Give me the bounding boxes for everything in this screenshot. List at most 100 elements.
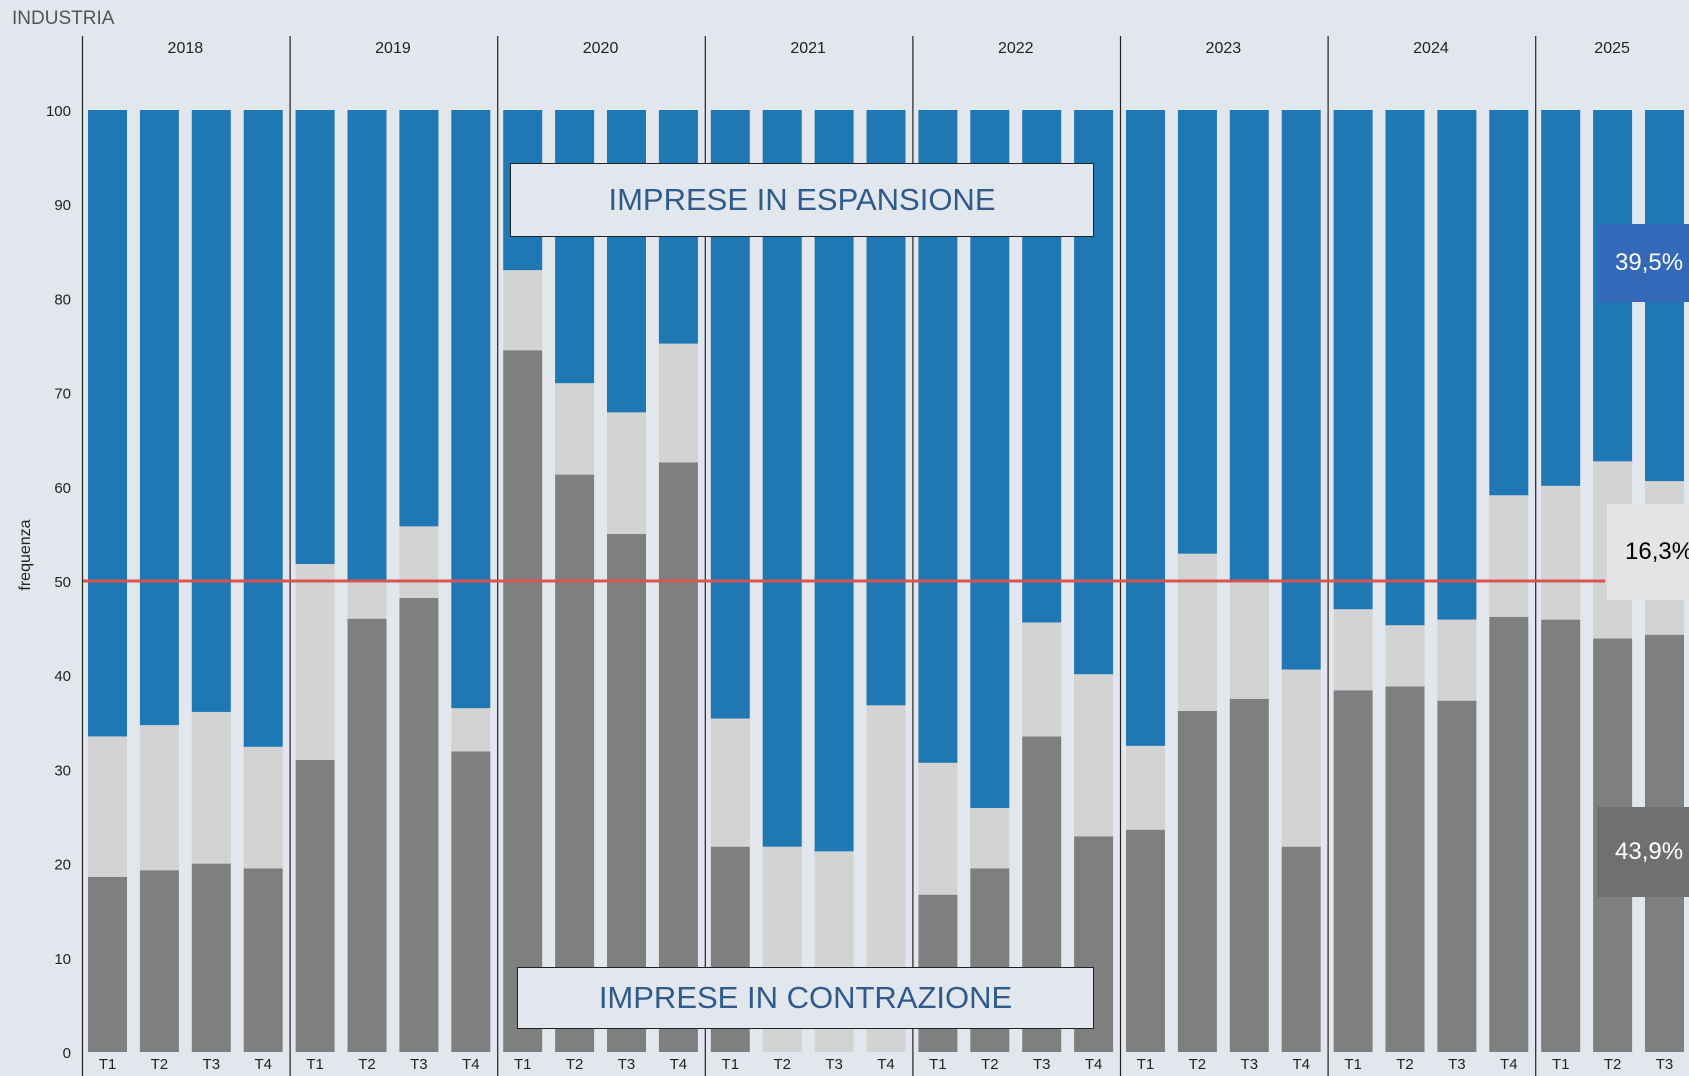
bar-segment-down <box>1437 700 1477 1052</box>
bar-segment-down <box>1489 616 1529 1052</box>
year-title: 2021 <box>790 40 826 57</box>
year-title: 2018 <box>168 40 204 57</box>
bar-segment-up <box>1489 110 1529 496</box>
bar-segment-down <box>1229 698 1269 1052</box>
bar-segment-up <box>191 110 231 712</box>
bar-segment-down <box>88 876 127 1052</box>
quarter-tick-label: T1 <box>1137 1056 1155 1073</box>
last-value-same-label: 16,3% <box>1607 504 1689 600</box>
quarter-tick-label: T3 <box>203 1056 221 1073</box>
contraction-label-box: IMPRESE IN CONTRAZIONE <box>517 967 1094 1029</box>
bar-segment-same <box>347 580 387 619</box>
bar-segment-same <box>295 564 335 760</box>
bar-segment-up <box>1126 110 1165 746</box>
bar-segment-down <box>555 474 595 1053</box>
bar-segment-up <box>399 110 439 527</box>
bar-segment-down <box>295 759 335 1052</box>
bar-segment-up <box>1333 110 1373 610</box>
bar-segment-down <box>1541 619 1581 1052</box>
last-value-down-label: 43,9% <box>1597 807 1689 897</box>
quarter-tick-label: T2 <box>566 1056 584 1073</box>
y-tick-label: 50 <box>54 574 71 591</box>
panel-title: INDUSTRIA <box>12 8 115 29</box>
bar-segment-up <box>1281 110 1321 670</box>
quarter-tick-label: T1 <box>1344 1056 1362 1073</box>
bar-segment-up <box>1541 110 1581 486</box>
quarter-tick-label: T3 <box>618 1056 636 1073</box>
bar-segment-same <box>88 736 127 877</box>
bar-segment-up <box>451 110 491 709</box>
bar-segment-same <box>658 343 698 463</box>
quarter-tick-label: T4 <box>1085 1056 1103 1073</box>
quarter-tick-label: T3 <box>825 1056 843 1073</box>
y-tick-label: 0 <box>63 1045 71 1062</box>
bar-segment-up <box>1437 110 1477 620</box>
expansion-label-box: IMPRESE IN ESPANSIONE <box>510 163 1094 237</box>
bar-segment-up <box>1385 110 1425 626</box>
quarter-tick-label: T4 <box>877 1056 895 1073</box>
bar-segment-same <box>918 762 958 895</box>
bar-segment-up <box>139 110 179 726</box>
year-title: 2022 <box>998 40 1034 57</box>
bar-segment-same <box>710 718 750 847</box>
quarter-tick-label: T2 <box>773 1056 791 1073</box>
quarter-tick-label: T2 <box>1396 1056 1414 1073</box>
last-value-up-label: 39,5% <box>1597 224 1689 302</box>
bar-segment-same <box>1074 674 1114 837</box>
year-title: 2020 <box>583 40 619 57</box>
bar-segment-same <box>1022 622 1062 737</box>
quarter-tick-label: T4 <box>1500 1056 1518 1073</box>
bar-segment-down <box>658 462 698 1053</box>
bar-segment-down <box>243 868 283 1052</box>
y-tick-label: 40 <box>54 668 71 685</box>
quarter-tick-label: T1 <box>722 1056 740 1073</box>
bar-segment-same <box>139 725 179 871</box>
bar-segment-up <box>243 110 283 747</box>
bar-segment-same <box>1177 553 1217 711</box>
quarter-tick-label: T4 <box>670 1056 688 1073</box>
bar-segment-down <box>1385 686 1425 1052</box>
bar-segment-up <box>1177 110 1217 554</box>
quarter-tick-label: T2 <box>151 1056 169 1073</box>
bar-segment-same <box>399 526 439 598</box>
bar-segment-down <box>139 870 179 1052</box>
bar-segment-down <box>503 350 543 1053</box>
quarter-tick-label: T1 <box>306 1056 324 1073</box>
bar-segment-down <box>399 597 439 1052</box>
bar-segment-up <box>88 110 127 737</box>
quarter-tick-label: T3 <box>410 1056 428 1073</box>
bar-segment-same <box>243 746 283 869</box>
bar-segment-down <box>191 863 231 1052</box>
last-value-down-text: 43,9% <box>1615 838 1684 865</box>
quarter-tick-label: T2 <box>1604 1056 1622 1073</box>
bar-segment-same <box>1541 485 1581 620</box>
bar-segment-same <box>1333 609 1373 691</box>
bar-segment-same <box>1489 495 1529 617</box>
quarter-tick-label: T2 <box>358 1056 376 1073</box>
bar-segment-up <box>1229 110 1269 581</box>
quarter-tick-label: T1 <box>99 1056 117 1073</box>
last-value-same-text: 16,3% <box>1625 538 1689 565</box>
quarter-tick-label: T2 <box>981 1056 999 1073</box>
y-tick-label: 20 <box>54 857 71 874</box>
year-title: 2025 <box>1594 40 1630 57</box>
quarter-tick-label: T4 <box>254 1056 272 1073</box>
bar-segment-same <box>1126 745 1165 830</box>
bar-segment-same <box>970 808 1010 869</box>
bar-segment-up <box>295 110 335 565</box>
quarter-tick-label: T1 <box>514 1056 532 1073</box>
bar-segment-down <box>1281 846 1321 1052</box>
quarter-tick-label: T3 <box>1448 1056 1466 1073</box>
bar-segment-same <box>555 383 595 475</box>
quarter-tick-label: T1 <box>929 1056 947 1073</box>
quarter-tick-label: T3 <box>1656 1056 1674 1073</box>
bar-segment-up <box>607 110 646 413</box>
bar-segment-down <box>1177 710 1217 1052</box>
bar-segment-same <box>1229 581 1269 699</box>
bar-segment-same <box>503 270 543 351</box>
bar-segment-down <box>1333 690 1373 1052</box>
bar-segment-down <box>1126 829 1165 1052</box>
year-title: 2023 <box>1206 40 1242 57</box>
bar-segment-same <box>1385 625 1425 687</box>
y-tick-label: 70 <box>54 386 71 403</box>
